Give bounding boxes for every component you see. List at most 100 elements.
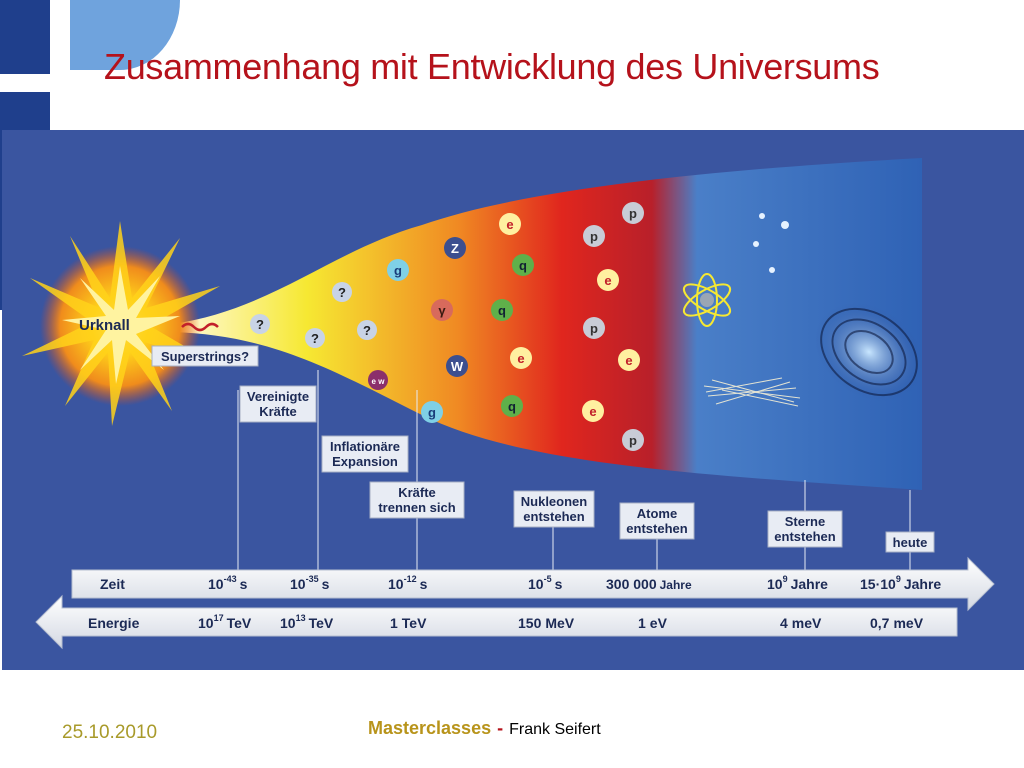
- svg-text:?: ?: [311, 331, 319, 346]
- label-today: heute: [893, 535, 928, 550]
- energy-tick: 1017 TeV: [198, 613, 252, 631]
- particle-proton: p: [583, 317, 605, 339]
- particle-proton: p: [622, 429, 644, 451]
- particle-quark: q: [512, 254, 534, 276]
- label-nucleons-2: entstehen: [523, 509, 584, 524]
- footer-brand: Masterclasses: [368, 718, 492, 738]
- energy-tick: 1013 TeV: [280, 613, 334, 631]
- star-formation-icon: [703, 377, 801, 407]
- universe-timeline-figure: Urknall ? ? ? ? g g Z γ W e w e q q e: [2, 130, 1024, 670]
- footer-author: Frank Seifert: [509, 721, 601, 738]
- particle-unknown-4: ?: [357, 320, 377, 340]
- label-unified-forces-2: Kräfte: [259, 404, 297, 419]
- time-tick: 10-35 s: [290, 574, 330, 592]
- time-arrow: [71, 556, 995, 612]
- energy-tick: 0,7 meV: [870, 615, 924, 631]
- label-atoms-2: entstehen: [626, 521, 687, 536]
- label-inflation-1: Inflationäre: [330, 439, 400, 454]
- svg-text:q: q: [519, 258, 527, 273]
- energy-tick: 1 TeV: [390, 615, 427, 631]
- time-tick: 10-5 s: [528, 574, 563, 592]
- time-tick: 15·109 Jahre: [860, 574, 941, 592]
- label-nucleons-1: Nukleonen: [521, 494, 588, 509]
- time-tick: 10-43 s: [208, 574, 248, 592]
- svg-text:e: e: [589, 404, 596, 419]
- time-axis-title: Zeit: [100, 576, 125, 592]
- footer-date: 25.10.2010: [62, 722, 158, 743]
- svg-text:e w: e w: [372, 377, 386, 386]
- label-superstrings: Superstrings?: [161, 349, 249, 364]
- particle-photon: γ: [431, 299, 453, 321]
- svg-text:Z: Z: [451, 241, 459, 256]
- particle-unknown-1: ?: [250, 314, 270, 334]
- particle-electron: e: [582, 400, 604, 422]
- time-tick: 300 000 Jahre: [606, 576, 692, 592]
- energy-tick: 4 meV: [780, 615, 822, 631]
- particle-unknown-2: ?: [305, 328, 325, 348]
- epoch-labels: Superstrings? Vereinigte Kräfte Inflatio…: [151, 345, 935, 553]
- particle-gluon: g: [421, 401, 443, 423]
- particle-electron: e: [597, 269, 619, 291]
- particle-z-boson: Z: [444, 237, 466, 259]
- label-atoms-1: Atome: [637, 506, 677, 521]
- time-tick: 10-12 s: [388, 574, 428, 592]
- label-inflation-2: Expansion: [332, 454, 398, 469]
- particle-w-boson: W: [446, 355, 468, 377]
- svg-text:p: p: [629, 206, 637, 221]
- particle-electron: e: [618, 349, 640, 371]
- footer-separator: -: [497, 718, 504, 738]
- galaxy-icon: [815, 302, 923, 402]
- svg-text:1eV: 1 eV: [638, 615, 668, 631]
- energy-tick: 1 eV: [638, 615, 668, 631]
- svg-text:10-43s: 10-43 s: [208, 574, 248, 592]
- big-bang-label: Urknall: [79, 317, 130, 334]
- footer-credit: Masterclasses - Frank Seifert: [368, 718, 601, 739]
- svg-text:e: e: [506, 217, 513, 232]
- particle-proton: p: [583, 225, 605, 247]
- label-stars-1: Sterne: [785, 514, 825, 529]
- svg-text:10-12s: 10-12 s: [388, 574, 428, 592]
- svg-text:q: q: [508, 399, 516, 414]
- svg-text:10-35s: 10-35 s: [290, 574, 330, 592]
- logo-block-top: [0, 0, 50, 74]
- svg-text:?: ?: [256, 317, 264, 332]
- label-forces-separate-2: trennen sich: [378, 500, 455, 515]
- label-stars-2: entstehen: [774, 529, 835, 544]
- time-axis-labels: Zeit 10-43 s 10-35 s 10-12 s 10-5 s 300 000 J…: [100, 574, 941, 592]
- particle-unknown-3: ?: [332, 282, 352, 302]
- label-unified-forces-1: Vereinigte: [247, 389, 309, 404]
- svg-text:p: p: [590, 321, 598, 336]
- atom-icon: [682, 273, 732, 327]
- svg-text:q: q: [498, 303, 506, 318]
- particles: ? ? ? ? g g Z γ W e w e q q e q p p e p …: [250, 202, 644, 451]
- svg-text:p: p: [590, 229, 598, 244]
- energy-axis-title: Energie: [88, 615, 140, 631]
- stars-cluster: [753, 213, 789, 273]
- svg-text:?: ?: [363, 323, 371, 338]
- svg-text:e: e: [517, 351, 524, 366]
- svg-text:e: e: [604, 273, 611, 288]
- time-tick: 109 Jahre: [767, 574, 828, 592]
- label-forces-separate-1: Kräfte: [398, 485, 436, 500]
- particle-quark: q: [491, 299, 513, 321]
- particle-electron: e: [510, 347, 532, 369]
- energy-tick: 150 MeV: [518, 615, 575, 631]
- particle-proton: p: [622, 202, 644, 224]
- energy-arrow: [35, 594, 958, 650]
- particle-electroweak: e w: [368, 370, 388, 390]
- particle-gluon: g: [387, 259, 409, 281]
- svg-text:g: g: [394, 263, 402, 278]
- svg-text:γ: γ: [438, 303, 446, 318]
- logo-block-mid: [0, 92, 50, 130]
- particle-electron: e: [499, 213, 521, 235]
- slide-title: Zusammenhang mit Entwicklung des Univers…: [104, 46, 880, 87]
